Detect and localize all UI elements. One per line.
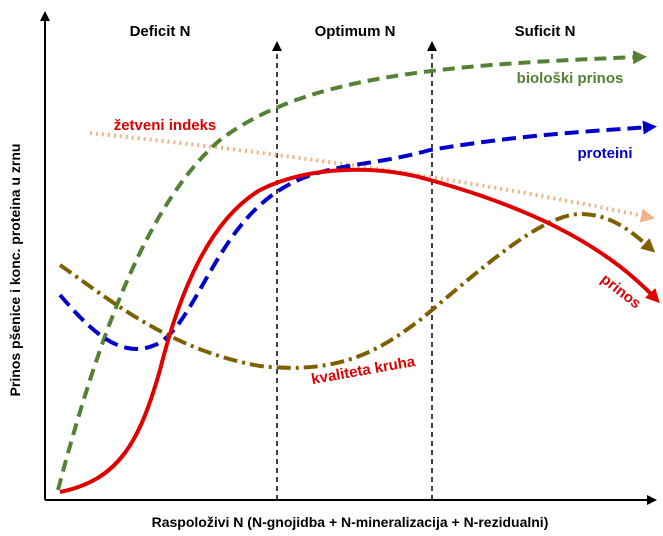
protein-curve: [58, 120, 657, 351]
curve-label: kvaliteta kruha: [310, 353, 417, 388]
curve-label: biološki prinos: [517, 70, 624, 87]
yield-curve: [59, 167, 660, 494]
harvest-index-curve: [89, 131, 655, 223]
region-label: Suficit N: [515, 23, 576, 40]
curve-label: proteini: [578, 145, 633, 162]
y-axis-label: Prinos pšenice i konc. proteina u zrnu: [7, 144, 23, 397]
biomass-curve: [56, 50, 647, 491]
x-axis-label: Raspoloživi N (N-gnojidba + N-mineraliza…: [152, 514, 549, 530]
curve-label: žetveni indeks: [114, 117, 217, 134]
bread-quality-curve: [58, 211, 656, 370]
curve-label: prinos: [597, 271, 644, 313]
region-label: Deficit N: [130, 23, 191, 40]
region-label: Optimum N: [315, 23, 396, 40]
